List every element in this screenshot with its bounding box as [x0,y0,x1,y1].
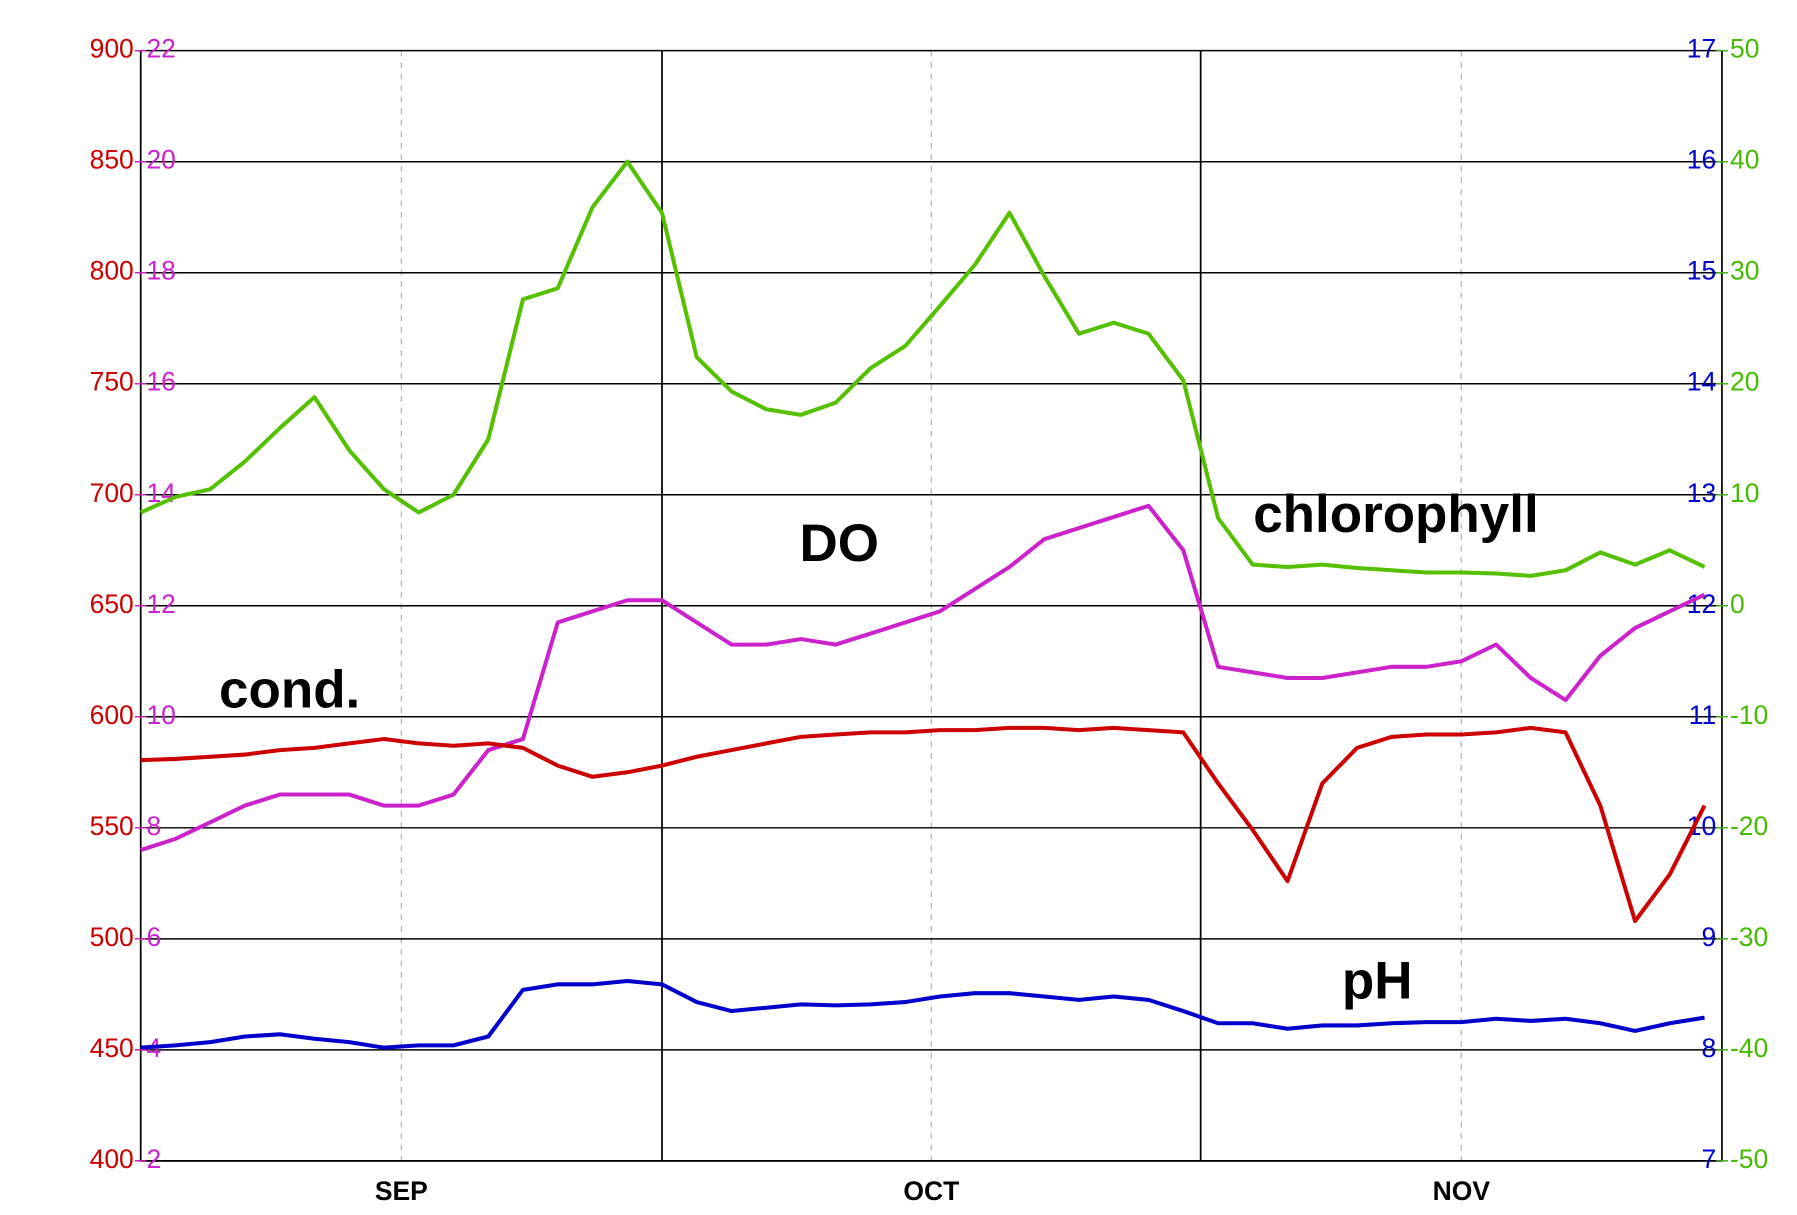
y-tick-label: 750 [90,367,134,397]
y-tick-label: 20 [146,145,175,175]
y-tick-label: 16 [146,367,175,397]
y-tick-label: -20 [1730,811,1768,841]
y-tick-label: 12 [1687,589,1716,619]
y-tick-label: 40 [1730,145,1759,175]
y-tick-label: 17 [1687,34,1716,64]
series-line [140,725,1707,924]
y-tick-label: 11 [1689,700,1716,730]
y-tick-label: 8 [1701,1033,1716,1063]
y-tick-label: 18 [146,256,175,286]
x-tick-label: NOV [1433,1176,1491,1206]
y-tick-label: 400 [90,1144,134,1174]
y-tick-label: 550 [90,811,134,841]
series-annotation: cond. [219,660,360,719]
y-tick-label: 800 [90,256,134,286]
y-tick-label: 12 [146,589,175,619]
y-tick-label: 500 [90,922,134,952]
y-tick-label: 20 [1730,367,1759,397]
series-annotation: chlorophyll [1253,485,1538,544]
series-line [140,978,1705,1050]
y-tick-label: 7 [1701,1144,1716,1174]
y-tick-label: 850 [90,145,134,175]
y-tick-label: -10 [1730,700,1768,730]
y-tick-label: 14 [1687,367,1716,397]
x-tick-label: OCT [903,1176,959,1206]
y-tick-label: 22 [146,34,175,64]
y-tick-label: 650 [90,589,134,619]
y-tick-label: 16 [1687,145,1716,175]
y-tick-label: 600 [90,700,134,730]
y-tick-label: 0 [1730,589,1745,619]
y-tick-label: 10 [146,700,175,730]
y-tick-label: 8 [146,811,161,841]
y-tick-label: -40 [1730,1033,1768,1063]
y-tick-label: 700 [90,478,134,508]
y-tick-label: 2 [146,1144,161,1174]
series-line [140,503,1706,852]
y-tick-label: 6 [146,922,161,952]
x-tick-label: SEP [375,1176,428,1206]
y-tick-label: 15 [1687,256,1716,286]
y-tick-label: 30 [1730,256,1759,286]
y-tick-label: -50 [1730,1144,1768,1174]
y-tick-label: 50 [1730,34,1759,64]
series-annotation: pH [1342,952,1413,1011]
y-tick-label: 450 [90,1033,134,1063]
series-annotation: DO [799,514,878,573]
y-tick-label: -30 [1730,922,1768,952]
series-line [139,159,1706,578]
y-tick-label: 13 [1687,478,1716,508]
y-tick-label: 10 [1730,478,1759,508]
y-tick-label: 900 [90,34,134,64]
y-tick-label: 9 [1701,922,1716,952]
